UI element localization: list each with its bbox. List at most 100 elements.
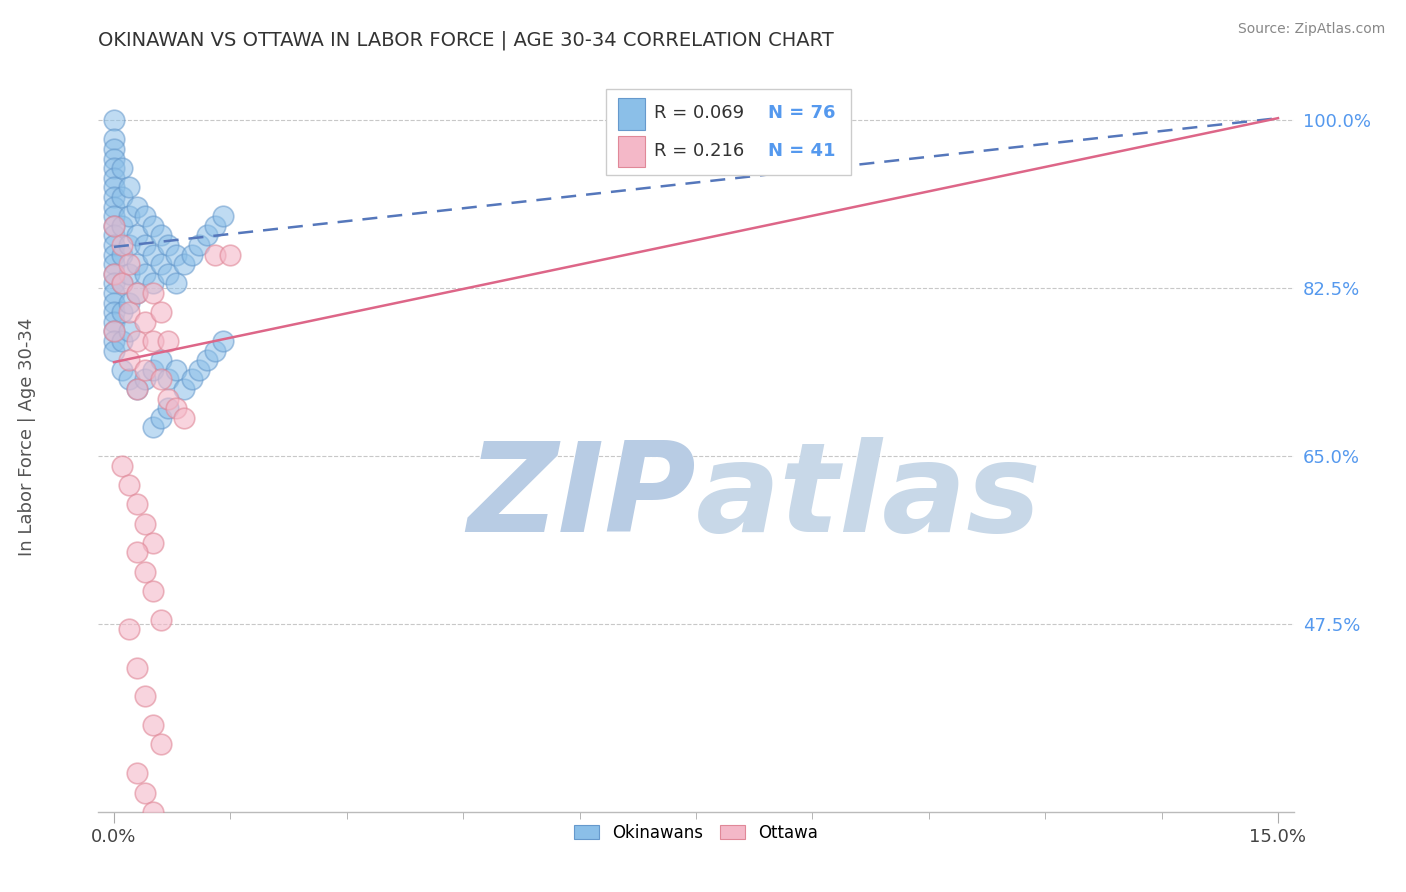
Point	[103, 325, 125, 339]
Point	[103, 238, 125, 252]
Point	[103, 334, 125, 348]
Point	[134, 315, 156, 329]
Point	[142, 219, 165, 233]
Point	[118, 325, 141, 339]
Point	[111, 161, 134, 175]
Point	[204, 247, 226, 261]
Point	[103, 285, 125, 300]
Point	[157, 267, 180, 281]
Point	[142, 535, 165, 549]
Point	[111, 277, 134, 291]
Point	[149, 228, 172, 243]
Point	[134, 209, 156, 223]
Point	[103, 247, 125, 261]
Point	[127, 334, 149, 348]
Point	[165, 247, 187, 261]
Point	[149, 824, 172, 838]
Point	[157, 372, 180, 386]
Point	[211, 209, 233, 223]
Point	[188, 363, 211, 377]
Point	[103, 132, 125, 146]
Point	[204, 343, 226, 358]
Point	[103, 161, 125, 175]
Point	[111, 334, 134, 348]
Point	[149, 410, 172, 425]
Point	[134, 363, 156, 377]
Point	[118, 295, 141, 310]
Text: ZIP: ZIP	[467, 436, 696, 558]
Point	[142, 285, 165, 300]
Point	[103, 170, 125, 185]
Point	[111, 247, 134, 261]
Point	[195, 353, 218, 368]
Point	[134, 372, 156, 386]
Legend: Okinawans, Ottawa: Okinawans, Ottawa	[567, 817, 825, 848]
Point	[211, 334, 233, 348]
Point	[142, 277, 165, 291]
Point	[118, 305, 141, 319]
Point	[103, 343, 125, 358]
Point	[142, 247, 165, 261]
Text: Source: ZipAtlas.com: Source: ZipAtlas.com	[1237, 22, 1385, 37]
Point	[111, 277, 134, 291]
Point	[127, 200, 149, 214]
Point	[103, 267, 125, 281]
Point	[103, 277, 125, 291]
Point	[142, 334, 165, 348]
Point	[142, 805, 165, 819]
Point	[111, 219, 134, 233]
Point	[149, 305, 172, 319]
Point	[165, 401, 187, 416]
Point	[180, 247, 202, 261]
Point	[118, 180, 141, 194]
Point	[195, 228, 218, 243]
Point	[103, 113, 125, 128]
Point	[149, 353, 172, 368]
Point	[134, 690, 156, 704]
Point	[118, 353, 141, 368]
Point	[173, 382, 195, 396]
Point	[103, 219, 125, 233]
Text: N = 76: N = 76	[768, 104, 835, 122]
Text: R = 0.216: R = 0.216	[654, 142, 744, 160]
Point	[103, 142, 125, 156]
Point	[180, 372, 202, 386]
Point	[127, 257, 149, 271]
Point	[149, 372, 172, 386]
Point	[134, 267, 156, 281]
Text: R = 0.069: R = 0.069	[654, 104, 744, 122]
Point	[142, 718, 165, 732]
Point	[103, 180, 125, 194]
Point	[134, 565, 156, 579]
Point	[118, 478, 141, 492]
Point	[127, 660, 149, 674]
Point	[157, 392, 180, 406]
Point	[118, 372, 141, 386]
Point	[103, 228, 125, 243]
Point	[134, 238, 156, 252]
Point	[103, 257, 125, 271]
Point	[103, 325, 125, 339]
Point	[103, 152, 125, 166]
Bar	[619, 136, 644, 168]
Point	[165, 277, 187, 291]
Point	[204, 219, 226, 233]
Point	[127, 382, 149, 396]
Point	[111, 363, 134, 377]
Point	[127, 497, 149, 511]
Text: atlas: atlas	[696, 436, 1042, 558]
Point	[103, 267, 125, 281]
Point	[111, 458, 134, 473]
Point	[127, 545, 149, 559]
Point	[157, 334, 180, 348]
Point	[173, 410, 195, 425]
Point	[127, 766, 149, 780]
Point	[103, 295, 125, 310]
Point	[118, 209, 141, 223]
Bar	[606, 88, 852, 175]
Point	[111, 238, 134, 252]
Point	[157, 401, 180, 416]
Point	[149, 738, 172, 752]
Point	[103, 315, 125, 329]
Point	[134, 516, 156, 531]
